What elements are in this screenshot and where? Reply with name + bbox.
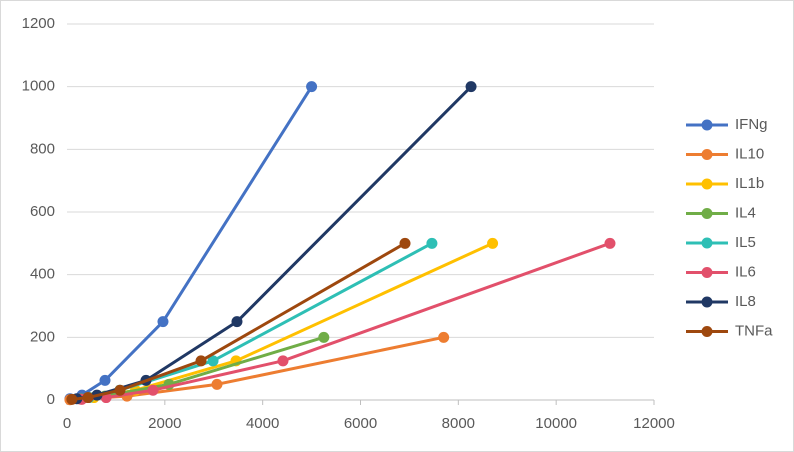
data-point: [195, 355, 207, 367]
y-tick-label: 200: [30, 328, 55, 345]
data-point: [207, 355, 219, 367]
y-tick-label: 400: [30, 266, 55, 283]
y-tick-label: 1000: [22, 78, 55, 95]
data-point: [231, 316, 243, 328]
data-point: [157, 316, 169, 328]
legend-marker: [701, 267, 713, 278]
data-point: [438, 331, 450, 343]
legend-label: IL6: [735, 263, 756, 280]
x-tick-label: 8000: [442, 415, 475, 432]
data-point: [465, 81, 477, 93]
data-point: [487, 237, 499, 249]
data-point: [277, 355, 289, 367]
legend-marker: [701, 326, 713, 337]
data-point: [211, 378, 223, 390]
legend-label: TNFa: [735, 322, 773, 339]
x-tick-label: 0: [63, 415, 71, 432]
y-tick-label: 0: [47, 391, 55, 408]
legend-marker: [701, 296, 713, 308]
legend-marker: [701, 208, 713, 219]
legend-marker: [701, 178, 713, 190]
legend-marker: [701, 237, 713, 249]
x-tick-label: 12000: [633, 415, 675, 432]
legend-marker: [701, 149, 713, 160]
data-point: [306, 81, 318, 93]
y-tick-label: 600: [30, 203, 55, 220]
legend-label: IFNg: [735, 116, 768, 133]
legend-label: IL5: [735, 234, 756, 251]
legend-label: IL1b: [735, 175, 764, 192]
x-tick-label: 2000: [148, 415, 181, 432]
data-point: [604, 237, 616, 249]
legend-label: IL10: [735, 145, 764, 162]
y-tick-label: 1200: [22, 15, 55, 32]
legend-label: IL4: [735, 204, 756, 221]
y-tick-label: 800: [30, 140, 55, 157]
legend-marker: [701, 119, 713, 131]
data-point: [426, 237, 438, 249]
data-point: [318, 331, 330, 343]
data-point: [82, 392, 94, 404]
x-tick-label: 4000: [246, 415, 279, 432]
data-point: [114, 384, 126, 396]
x-tick-label: 10000: [535, 415, 577, 432]
x-tick-label: 6000: [344, 415, 377, 432]
data-point: [399, 237, 411, 249]
data-point: [99, 374, 111, 386]
data-point: [66, 393, 78, 405]
data-point: [147, 384, 159, 396]
legend-label: IL8: [735, 293, 756, 310]
